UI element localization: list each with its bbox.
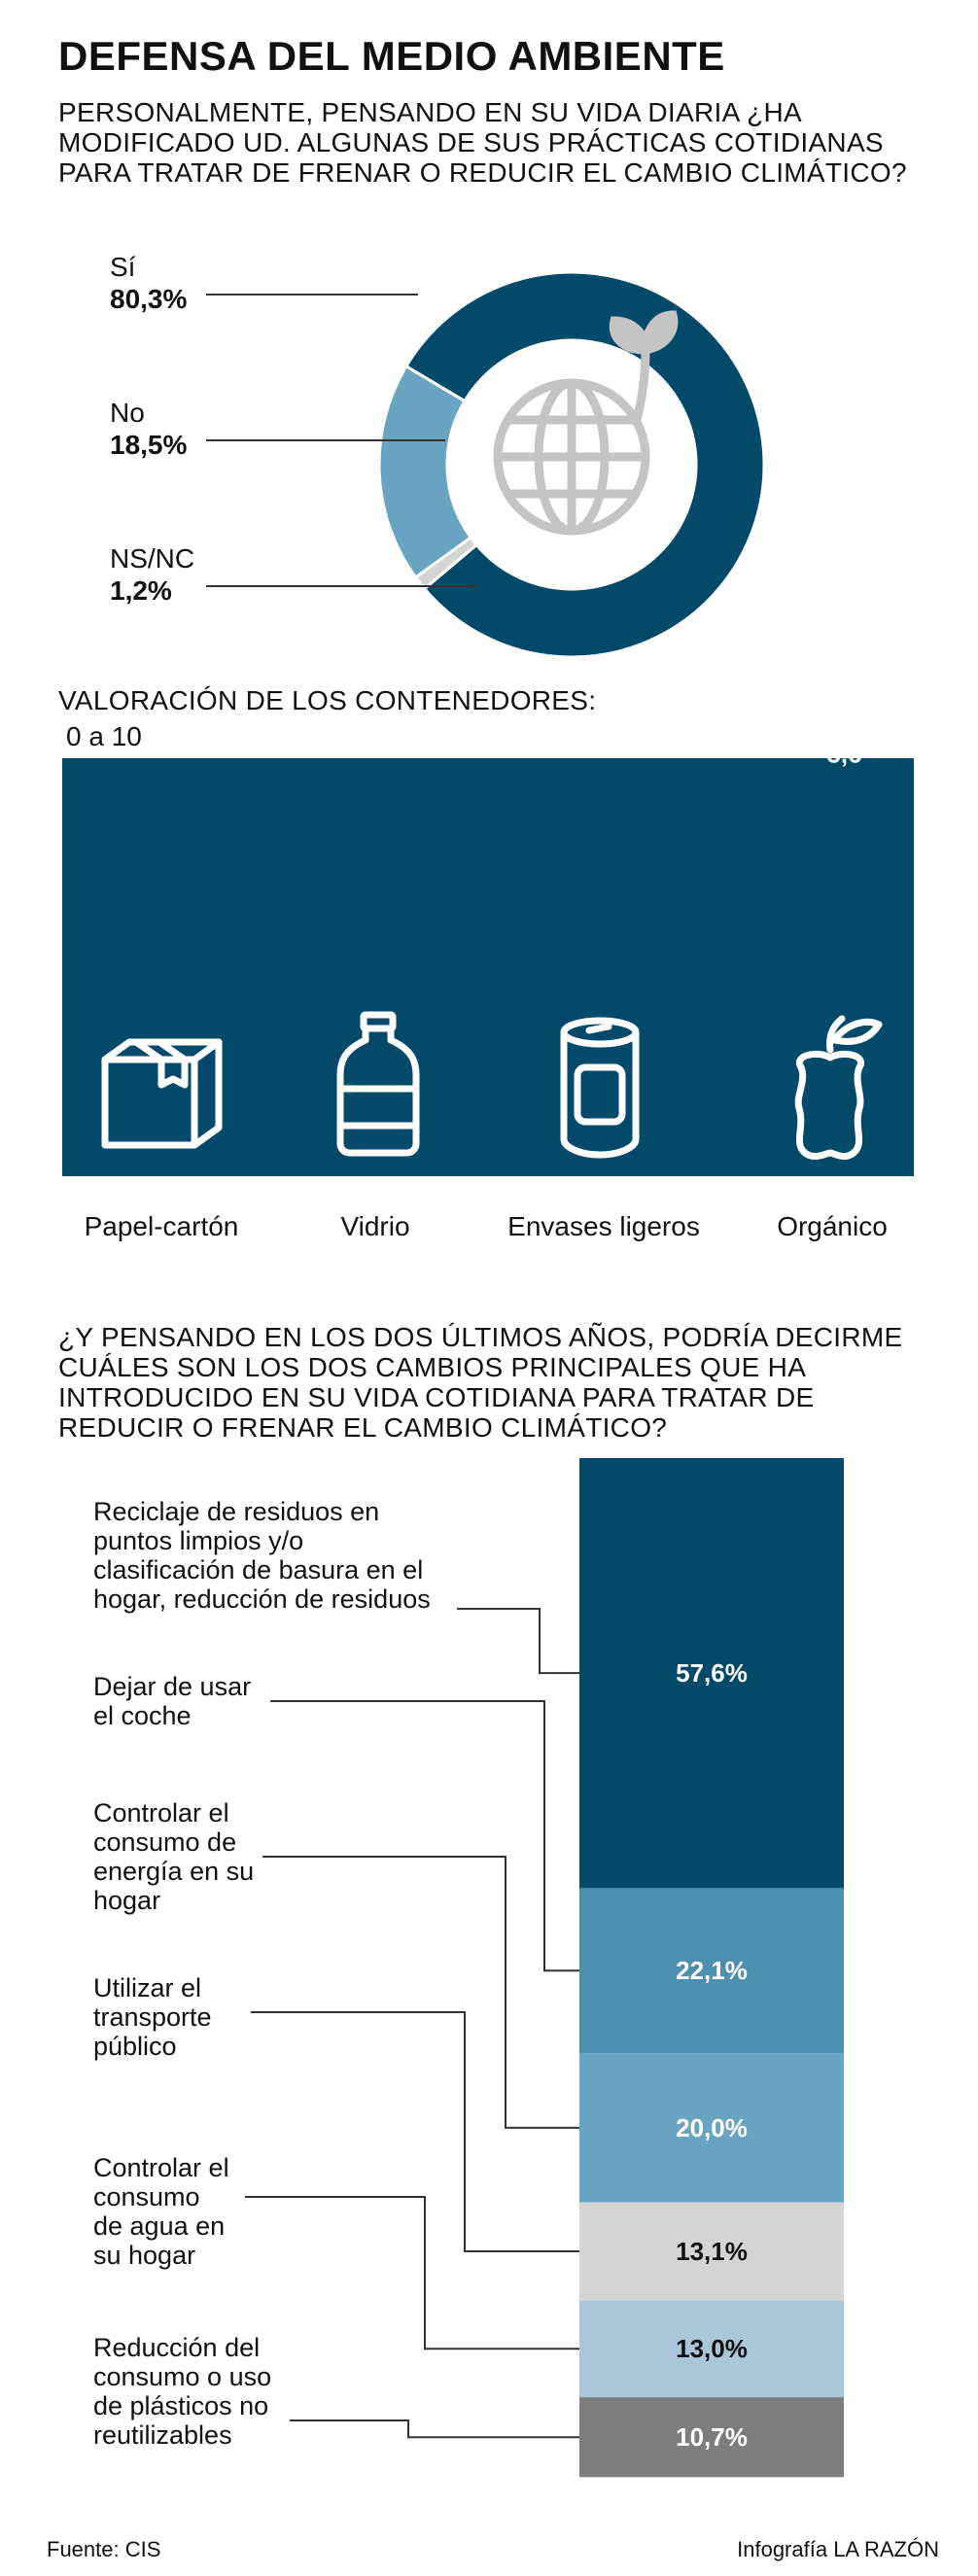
apple-core-icon — [794, 1015, 883, 1161]
stack-segment — [579, 2397, 844, 2478]
question-3: ¿Y pensando en los dos últimos años, pod… — [58, 1322, 903, 1443]
box-icon — [101, 1038, 223, 1149]
stack-category-label: Reciclaje de residuos en puntos limpios … — [93, 1497, 431, 1614]
stack-segment — [579, 2300, 844, 2398]
stacked-svg: 57,6% 22,1% 20,0% 13,1% 13,0% 10,7% — [245, 1458, 844, 2478]
stack-value-label: 13,1% — [676, 2237, 748, 2266]
question-1: Personalmente, pensando en su vida diari… — [58, 97, 907, 188]
category-label: Envases ligeros — [507, 1211, 700, 1241]
leader-line — [457, 1608, 579, 1675]
donut-value: 1,2% — [110, 575, 172, 606]
donut-category: NS/NC — [110, 543, 195, 574]
bars-svg: 7,37,27,15,6 — [62, 547, 914, 1176]
donut-chart: Sí 80,3% No 18,5% NS/NC 1,2% — [0, 214, 978, 671]
container-bar — [483, 565, 699, 1176]
leader-line — [251, 2011, 579, 2252]
stack-value-label: 22,1% — [676, 1956, 748, 1985]
donut-label-no: No 18,5% — [110, 397, 187, 461]
stack-category-label: Controlar el consumo de energía en su ho… — [93, 1798, 255, 1915]
donut-category: Sí — [110, 252, 136, 282]
stack-value-label: 13,0% — [676, 2334, 748, 2363]
can-icon — [560, 1017, 640, 1159]
donut-svg — [206, 270, 766, 659]
container-bar — [62, 547, 279, 1176]
globe-sprout-icon — [493, 310, 679, 536]
changes-stacked-chart: 57,6% 22,1% 20,0% 13,1% 13,0% 10,7% Reciclaje… — [0, 1458, 978, 2527]
stack-category-label: Controlar el consumo de agua en su hogar — [93, 2153, 229, 2270]
container-bar — [278, 556, 484, 1176]
section2-subtitle: 0 a 10 — [66, 721, 142, 751]
stack-value-label: 10,7% — [676, 2422, 748, 2452]
stack-category-label: Dejar de usar el coche — [93, 1672, 252, 1730]
container-bar-chart: 7,37,27,15,6 — [0, 547, 978, 1264]
category-label: Papel-cartón — [84, 1211, 239, 1241]
bottle-icon — [336, 1011, 420, 1157]
stack-segment — [579, 2053, 844, 2203]
stack-segment — [579, 1888, 844, 2054]
stack-segment — [579, 1458, 844, 1889]
stack-segment — [579, 2202, 844, 2301]
category-label: Vidrio — [340, 1211, 410, 1241]
leader-line — [270, 1700, 579, 1972]
page-title: DEFENSA DEL MEDIO AMBIENTE — [58, 33, 725, 79]
donut-category: No — [110, 398, 145, 428]
source-text: Fuente: CIS — [47, 2537, 161, 2561]
leader-line — [245, 2196, 579, 2350]
donut-value: 80,3% — [110, 284, 188, 314]
section2-title: Valoración de los contenedores: — [58, 685, 597, 715]
container-bar — [698, 694, 914, 1176]
donut-label-nsnc: NS/NC 1,2% — [110, 542, 194, 607]
bar-value-label: 5,6 — [826, 758, 861, 768]
credit-text: Infografía LA RAZÓN — [737, 2537, 939, 2561]
donut-label-si: Sí 80,3% — [110, 251, 187, 315]
donut-slice — [403, 270, 766, 659]
leader-line — [262, 1856, 579, 2129]
stack-category-label: Utilizar el transporte público — [93, 1973, 212, 2061]
stack-category-label: Reducción del consumo o uso de plásticos… — [93, 2333, 272, 2450]
stack-value-label: 57,6% — [676, 1658, 748, 1688]
leader-line — [290, 2419, 579, 2439]
donut-value: 18,5% — [110, 430, 188, 460]
stack-value-label: 20,0% — [676, 2113, 748, 2142]
category-label: Orgánico — [777, 1211, 888, 1241]
